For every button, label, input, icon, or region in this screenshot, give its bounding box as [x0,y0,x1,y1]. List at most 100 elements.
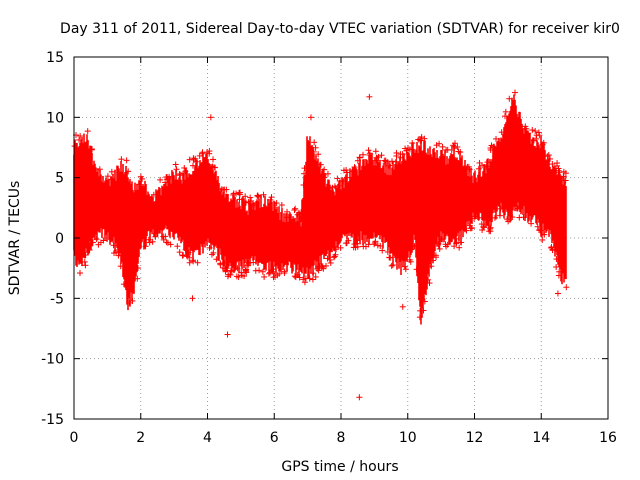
data-point [409,140,416,147]
data-point [310,148,317,155]
x-tick-label: 14 [532,430,550,446]
data-point [366,151,373,158]
data-point [110,242,117,249]
data-point [463,227,470,234]
data-point [172,161,179,168]
y-tick-label: 10 [46,110,64,126]
data-point [455,148,462,155]
data-point [242,193,249,200]
data-point [384,248,391,255]
data-point [125,168,132,175]
data-point [374,242,381,249]
data-point [405,145,412,152]
data-point [123,157,130,164]
data-point [475,165,482,172]
data-point [378,152,385,159]
data-point [563,284,570,291]
data-point [514,205,521,212]
data-point [483,163,490,170]
data-point [259,268,266,275]
data-point [516,214,523,221]
data-point [545,152,552,159]
data-point [96,166,103,173]
data-point [241,273,248,280]
data-point [206,244,213,251]
data-point [93,236,100,243]
data-point [71,143,78,150]
data-point [555,165,562,172]
data-point [321,166,328,173]
data-point [443,243,450,250]
data-point [493,135,500,142]
data-point [351,164,358,171]
data-point [267,196,274,203]
data-point [433,254,440,261]
data-point [291,207,298,214]
data-point [242,266,249,273]
y-tick-label: -5 [50,291,64,307]
x-tick-label: 6 [270,430,279,446]
data-point [181,164,188,171]
data-point [186,156,193,163]
axis-layer: 0 2 4 6 8 10 12 14 16 -15 -10 -5 0 5 10 15 [41,50,617,446]
data-point [137,173,144,180]
data-point [425,276,432,283]
data-point [174,243,181,250]
data-point [317,161,324,168]
data-point [157,176,164,183]
data-point [418,137,425,144]
data-point [409,242,416,249]
data-point [429,257,436,264]
x-axis-label: GPS time / hours [281,459,398,475]
x-tick-label: 16 [599,430,617,446]
data-point [134,265,141,272]
data-point [154,230,161,237]
data-point [443,147,450,154]
x-tick-label: 8 [337,430,346,446]
data-point [194,259,201,266]
data-point [238,269,245,276]
data-point [311,139,318,146]
x-tick-label: 0 [70,430,79,446]
data-point [136,181,143,188]
data-point [223,186,230,193]
data-point [76,136,83,143]
data-point [454,143,461,150]
data-point [111,250,118,257]
data-point [87,242,94,249]
data-point [540,139,547,146]
data-point [496,212,503,219]
data-point [343,174,350,181]
data-point [166,173,173,180]
data-point [502,108,509,115]
data-point [295,209,302,216]
data-point [332,251,339,258]
data-point [388,262,395,269]
data-point [372,239,379,246]
data-point [162,179,169,186]
data-point [206,148,213,155]
outlier-point [224,331,231,338]
outlier-point [399,303,406,310]
x-tick-label: 4 [203,430,212,446]
data-point [252,267,259,274]
data-point [245,198,252,205]
data-point [435,240,442,247]
data-point [145,236,152,243]
data-point [555,272,562,279]
data-point [163,239,170,246]
x-tick-label: 10 [399,430,417,446]
data-point [236,189,243,196]
data-point [245,259,252,266]
data-point [186,259,193,266]
data-point [301,170,308,177]
data-point [401,263,408,270]
data-point [480,223,487,230]
data-point [354,237,361,244]
data-point [100,237,107,244]
data-point [350,244,357,251]
data-point [190,258,197,265]
data-point [314,265,321,272]
data-point [120,281,127,288]
data-point [502,113,509,120]
